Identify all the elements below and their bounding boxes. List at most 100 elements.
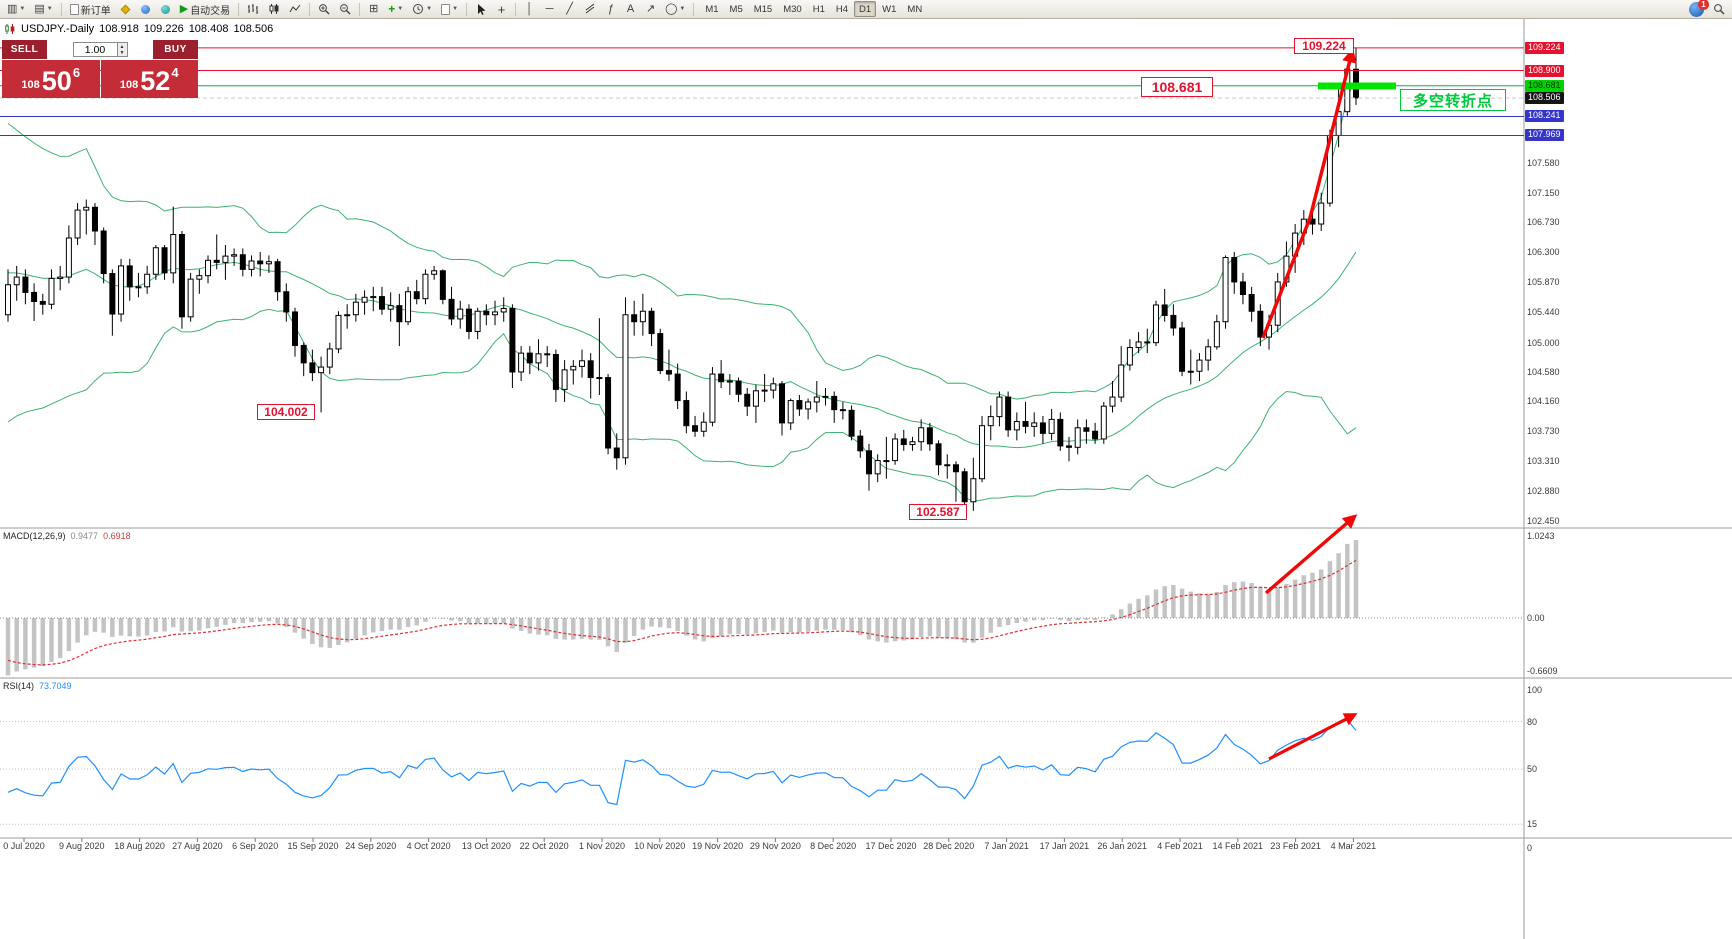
cursor-button[interactable]: [471, 1, 491, 18]
macd-signal-value: 0.6918: [103, 531, 131, 541]
clock-icon: [413, 4, 424, 14]
volume-stepper[interactable]: ▲ ▼: [116, 42, 128, 57]
tile-windows-button[interactable]: ⊞: [364, 1, 383, 18]
buy-price-button[interactable]: 108 52 4: [100, 60, 198, 98]
price-tick-label: 104.580: [1527, 366, 1560, 377]
line-chart-button[interactable]: [285, 1, 305, 18]
vertical-line-button[interactable]: │: [520, 1, 539, 18]
vps-button[interactable]: [156, 1, 175, 18]
tile-windows-icon: ⊞: [369, 2, 379, 15]
market-icon: [120, 4, 131, 14]
horizontal-line-button[interactable]: ─: [540, 1, 559, 18]
zoom-out-icon: [340, 4, 351, 15]
zoom-out-button[interactable]: [335, 1, 355, 18]
price-badge: 108.506: [1525, 92, 1564, 104]
date-label: 0 Jul 2020: [3, 841, 45, 851]
community-button[interactable]: 1: [1685, 0, 1709, 18]
search-icon: [1714, 4, 1725, 15]
date-label: 28 Dec 2020: [923, 841, 975, 851]
search-button[interactable]: [1709, 1, 1729, 18]
timeframe-h1[interactable]: H1: [812, 3, 825, 15]
timeframe-h4[interactable]: H4: [835, 3, 849, 15]
date-label: 27 Aug 2020: [172, 841, 223, 851]
bar-chart-icon: [248, 4, 259, 14]
trendline-button[interactable]: ╱: [560, 1, 579, 18]
rsi-value: 73.7049: [39, 681, 72, 691]
chart-canvas[interactable]: [0, 19, 1732, 939]
periods-button[interactable]: ▼: [408, 1, 436, 18]
trendline-icon: ╱: [566, 2, 573, 15]
signals-button[interactable]: [136, 1, 155, 18]
toolbar-separator: [60, 2, 62, 16]
rsi-axis-label: 80: [1527, 716, 1538, 727]
vertical-line-icon: │: [526, 2, 533, 15]
price-badge: 108.241: [1525, 110, 1564, 123]
date-label: 22 Oct 2020: [519, 841, 569, 851]
crosshair-button[interactable]: +: [492, 1, 511, 18]
date-label: 7 Jan 2021: [984, 841, 1029, 851]
profiles-button[interactable]: ▤ ▼: [30, 1, 56, 18]
text-tool-button[interactable]: A: [621, 1, 640, 18]
annotation-high-price[interactable]: 109.224: [1294, 38, 1354, 54]
stepper-down-icon[interactable]: ▼: [119, 49, 125, 56]
rsi-axis-label: 15: [1527, 819, 1538, 830]
price-badge: 108.900: [1525, 64, 1564, 77]
quote-high: 109.226: [143, 23, 184, 35]
annotation-breakout-price[interactable]: 108.681: [1141, 77, 1213, 97]
timeframe-m15[interactable]: M15: [753, 3, 773, 15]
indicators-button[interactable]: + ▼: [384, 1, 407, 18]
buy-button[interactable]: BUY: [153, 40, 198, 59]
price-tick-label: 103.310: [1527, 455, 1560, 466]
timeframe-mn[interactable]: MN: [907, 3, 923, 15]
sell-price-big: 50: [41, 66, 72, 96]
shapes-button[interactable]: ◯ ▼: [661, 1, 689, 18]
new-chart-button[interactable]: ▥ ▼: [3, 1, 29, 18]
quote-open: 108.918: [99, 23, 139, 35]
annotation-low-102587[interactable]: 102.587: [909, 504, 967, 520]
horizontal-line-icon: ─: [545, 2, 554, 15]
profiles-icon: ▤: [34, 2, 45, 15]
price-tick-label: 104.160: [1527, 396, 1560, 407]
date-label: 8 Dec 2020: [810, 841, 857, 851]
candle-chart-button[interactable]: [264, 1, 284, 18]
chart-window: USDJPY.-Daily 108.918 109.226 108.408 10…: [0, 19, 1732, 939]
volume-input[interactable]: [72, 42, 117, 57]
date-label: 26 Jan 2021: [1097, 841, 1147, 851]
chevron-down-icon: ▼: [46, 6, 53, 12]
timeframe-m1[interactable]: M1: [705, 3, 719, 15]
mql-market-button[interactable]: [116, 1, 135, 18]
zoom-in-button[interactable]: [314, 1, 334, 18]
annotation-low-104002[interactable]: 104.002: [257, 404, 315, 420]
new-order-button[interactable]: 新订单: [66, 1, 115, 18]
zoom-in-icon: [319, 4, 330, 15]
chevron-down-icon: ▼: [679, 6, 686, 12]
annotation-turning-point[interactable]: 多空转折点: [1400, 89, 1506, 111]
buy-price-prefix: 108: [119, 79, 139, 91]
sell-button[interactable]: SELL: [2, 40, 47, 59]
date-label: 14 Feb 2021: [1212, 841, 1264, 851]
arrow-tool-button[interactable]: ↗: [641, 1, 660, 18]
autotrading-button[interactable]: ▶ 自动交易: [176, 1, 234, 18]
vps-icon: [160, 4, 170, 14]
date-label: 19 Nov 2020: [692, 841, 744, 851]
sell-price-button[interactable]: 108 50 6: [2, 60, 100, 98]
toolbar-separator: [515, 2, 517, 16]
timeframe-m30[interactable]: M30: [783, 3, 802, 15]
bar-chart-button[interactable]: [243, 1, 263, 18]
stepper-up-icon[interactable]: ▲: [119, 43, 125, 50]
cursor-icon: [478, 4, 486, 15]
timeframe-d1[interactable]: D1: [854, 1, 877, 17]
templates-button[interactable]: ▼: [437, 1, 462, 18]
date-label: 9 Aug 2020: [59, 841, 105, 851]
timeframe-m5[interactable]: M5: [729, 3, 743, 15]
template-icon: [441, 3, 451, 15]
channel-button[interactable]: [580, 1, 600, 18]
chart-icon: [5, 24, 15, 34]
timeframe-w1[interactable]: W1: [882, 3, 897, 15]
chevron-down-icon: ▼: [426, 6, 433, 12]
macd-axis-label: 1.0243: [1527, 530, 1555, 541]
price-tick-label: 102.450: [1527, 515, 1560, 526]
date-label: 23 Feb 2021: [1270, 841, 1321, 851]
macd-header: MACD(12,26,9) 0.9477 0.6918: [3, 531, 131, 541]
fibonacci-button[interactable]: ƒ: [601, 1, 620, 18]
